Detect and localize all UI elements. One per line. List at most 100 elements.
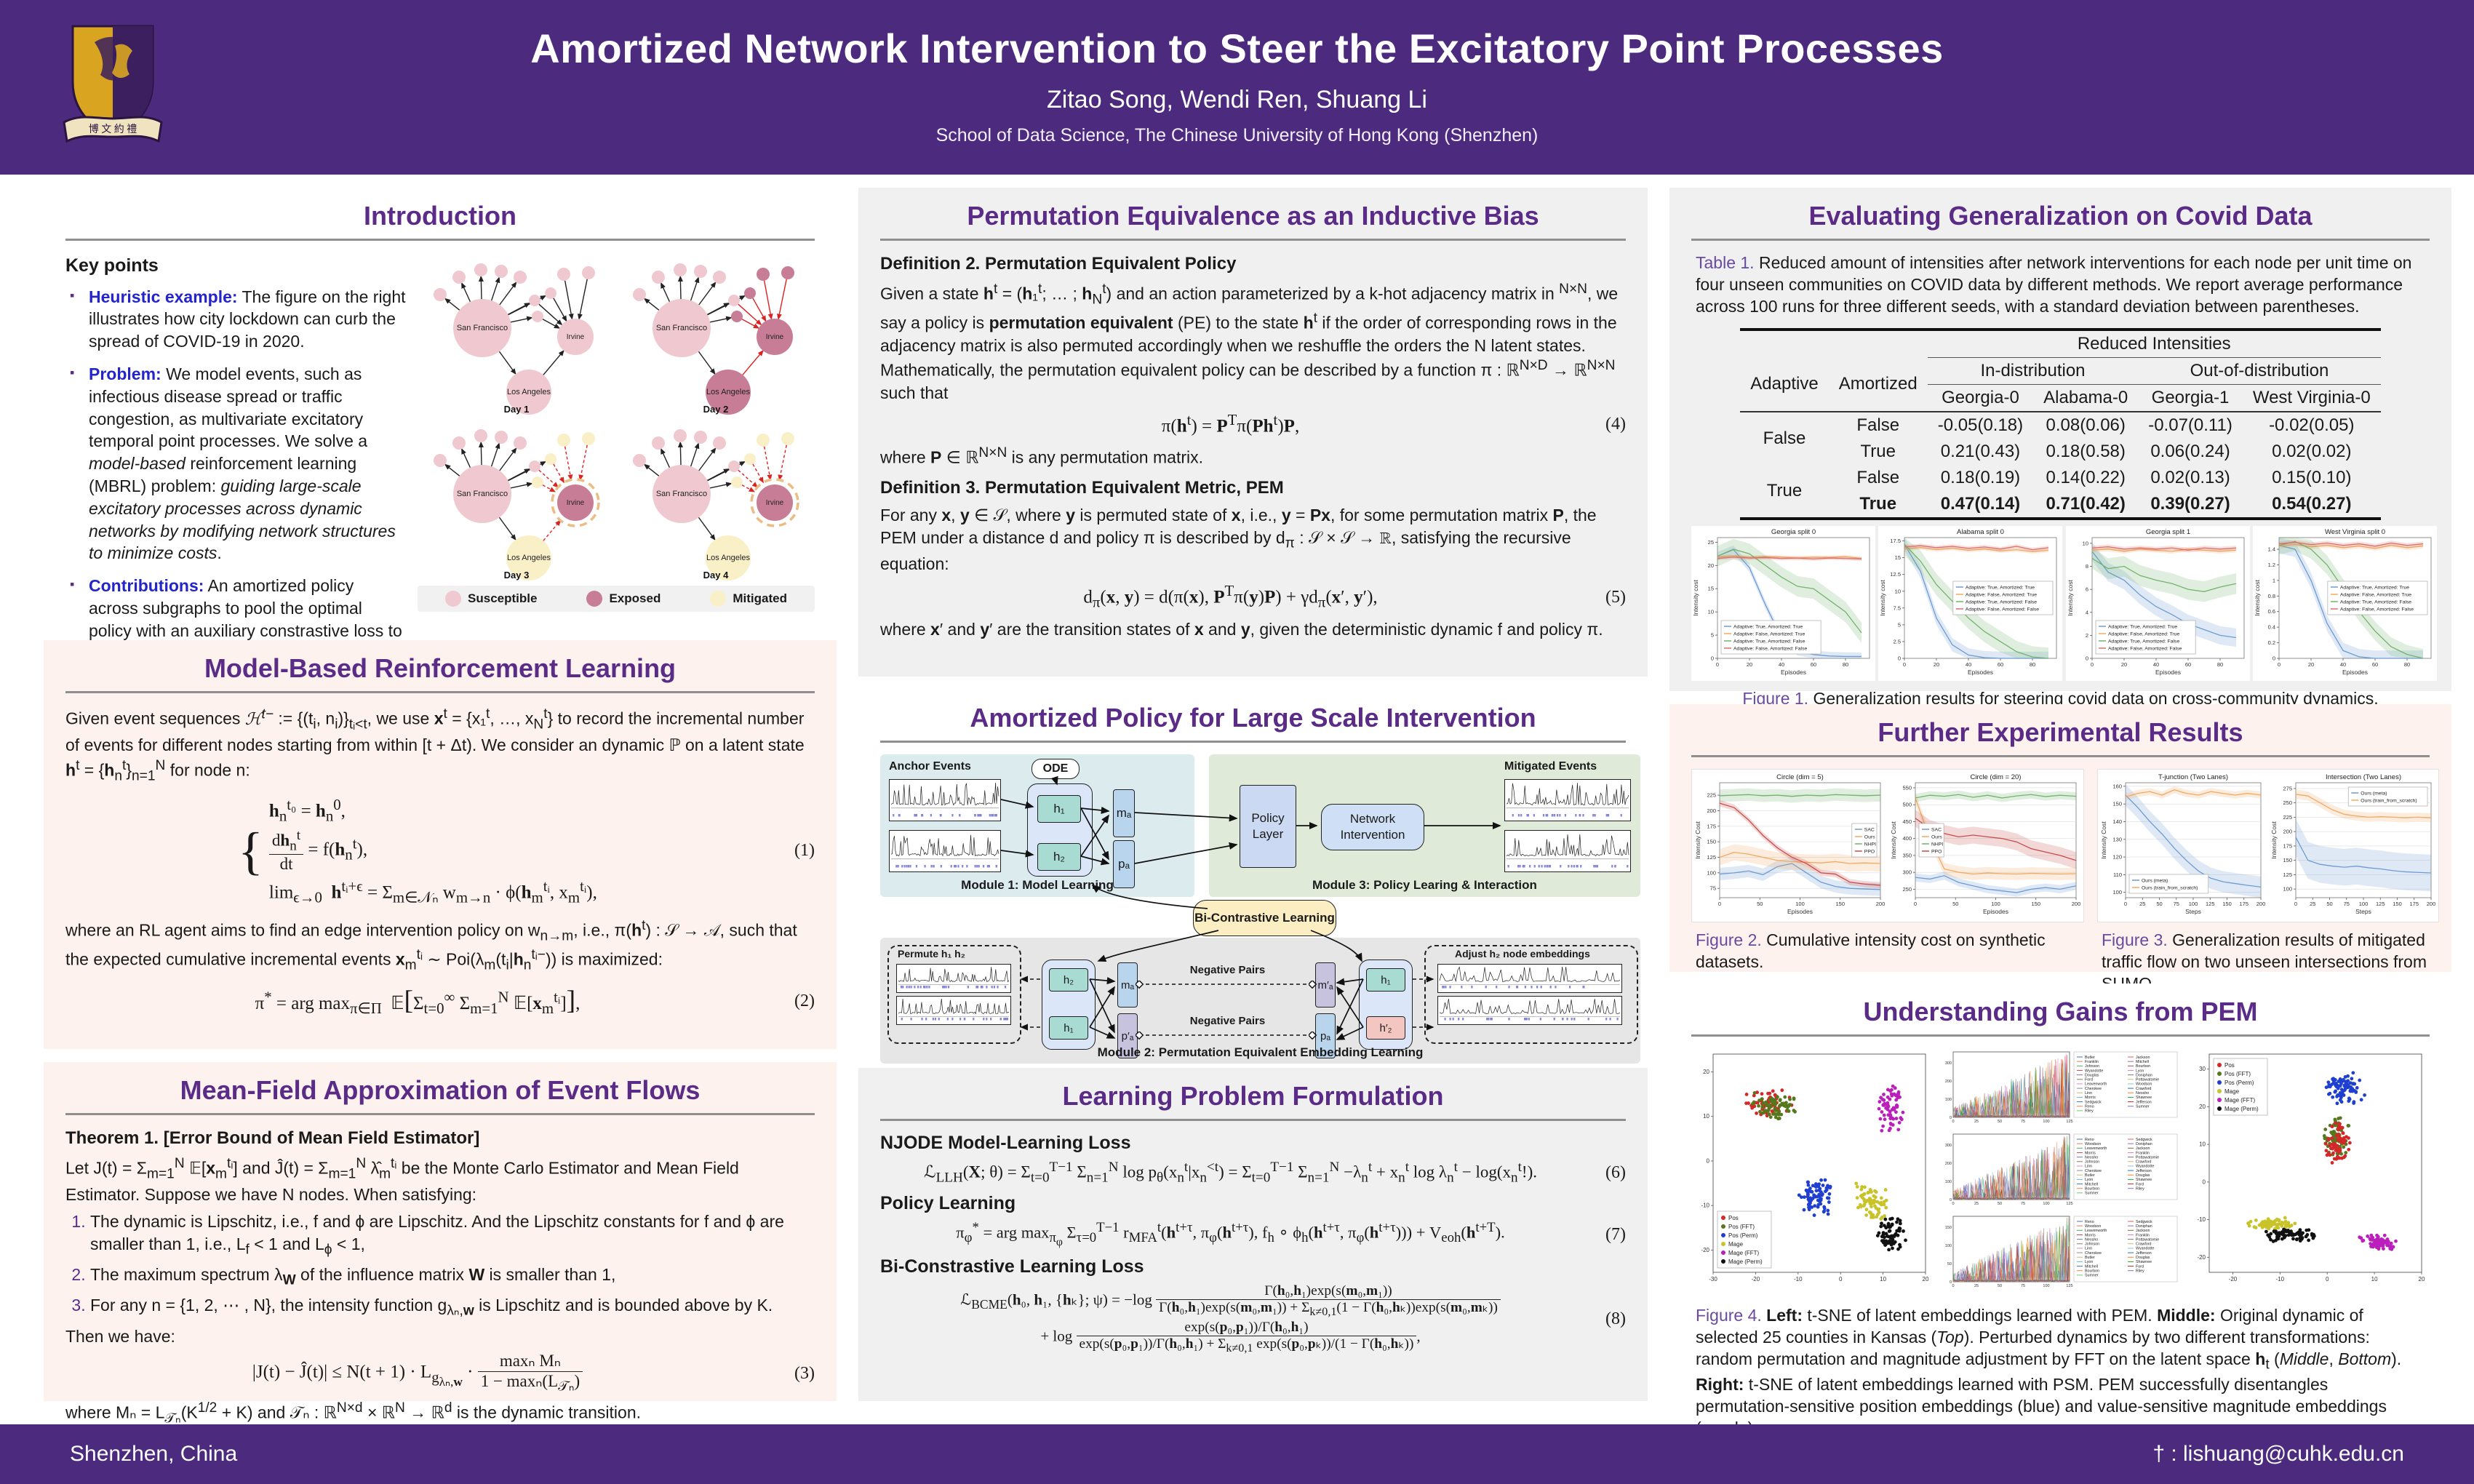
svg-text:Pottawatomie: Pottawatomie: [2136, 1237, 2159, 1242]
h1-box: h₁: [1366, 968, 1405, 992]
figure3-label: Figure 3.: [2102, 930, 2168, 949]
svg-text:-20: -20: [1752, 1276, 1760, 1282]
negative-pairs-label: Negative Pairs: [1189, 964, 1266, 976]
table-header-cell: Adaptive: [1750, 373, 1819, 394]
intro-figure: San Francisco Irvine Los Angeles Day 1 San …: [418, 252, 815, 698]
h2-box: h₂: [1049, 968, 1088, 992]
network-svg: San Francisco Irvine Los Angeles Day 4: [633, 429, 799, 581]
table-row: False False -0.05(0.18) 0.08(0.06) -0.07…: [1740, 412, 2380, 448]
svg-text:Reno: Reno: [2085, 1138, 2094, 1142]
svg-text:100: 100: [2043, 1202, 2049, 1206]
svg-text:50: 50: [1998, 1120, 2002, 1124]
table-cell: 0.47(0.14): [1940, 493, 2021, 514]
svg-text:Reno: Reno: [2085, 1220, 2094, 1224]
h2-box: h₂: [1037, 843, 1081, 871]
svg-text:Jefferson: Jefferson: [2136, 1100, 2152, 1104]
section-learning: Learning Problem Formulation NJODE Model…: [858, 1068, 1648, 1401]
event-plot-thumbnail: [889, 779, 1001, 821]
svg-text:175: 175: [1707, 823, 1716, 829]
header: 博 文 約 禮 Amortized Network Intervention t…: [0, 0, 2474, 175]
svg-text:275: 275: [2283, 785, 2293, 791]
chart-canvas: 250 300 350 400 450 500 550 0 50 100 150 200 Circle …: [1890, 773, 2080, 915]
svg-text:200: 200: [1707, 807, 1716, 814]
svg-text:0: 0: [1903, 661, 1906, 668]
svg-text:Leavenworth: Leavenworth: [2085, 1082, 2107, 1087]
legend-item: Exposed: [586, 591, 661, 607]
svg-text:1.2: 1.2: [2268, 562, 2275, 568]
svg-text:20: 20: [2308, 661, 2314, 668]
mitigated-events-label: Mitigated Events: [1504, 760, 1597, 773]
svg-text:Adaptive: True, Amortized: Fal: Adaptive: True, Amortized: False: [1966, 599, 2037, 605]
svg-text:-20: -20: [2197, 1254, 2206, 1261]
pa-box: pₐ: [1315, 1013, 1336, 1058]
svg-text:Crawford: Crawford: [2136, 1242, 2152, 1247]
chart-canvas: -20 -10 0 10 20 30 -20 -10 0 10 20 Pos Pos (FFT) Pos …: [2197, 1053, 2425, 1282]
svg-text:Los Angeles: Los Angeles: [706, 388, 750, 396]
table-column-header: West Virginia-0: [2252, 387, 2371, 407]
svg-text:15: 15: [1708, 585, 1714, 591]
svg-text:Sumner: Sumner: [2136, 1104, 2150, 1109]
svg-text:5: 5: [1711, 631, 1714, 638]
legend-item: Mitigated: [710, 591, 787, 607]
network-diagram-day4: San Francisco Irvine Los Angeles Day 4: [617, 418, 815, 583]
table-cell: 0.18(0.58): [2046, 441, 2126, 461]
network-svg: San Francisco Irvine Los Angeles Day 1: [434, 263, 595, 415]
svg-text:Pos: Pos: [2224, 1062, 2235, 1069]
section-permutation: Permutation Equivalence as an Inductive …: [858, 188, 1648, 677]
svg-text:Adaptive: False, Amortized: Tr: Adaptive: False, Amortized: True: [2340, 592, 2411, 597]
svg-text:6: 6: [2086, 586, 2088, 592]
svg-text:PPO: PPO: [1931, 849, 1942, 854]
svg-text:10: 10: [1703, 1113, 1709, 1120]
svg-text:Intensity cost: Intensity cost: [2254, 579, 2261, 615]
svg-text:Riley: Riley: [2085, 1109, 2094, 1114]
svg-text:Shawnee: Shawnee: [2136, 1096, 2152, 1100]
svg-text:Riley: Riley: [2136, 1186, 2144, 1191]
svg-text:Adaptive: True, Amortized: Fal: Adaptive: True, Amortized: False: [2108, 639, 2179, 644]
figure2-label: Figure 2.: [1696, 930, 1762, 949]
svg-text:0: 0: [1839, 1276, 1843, 1282]
svg-text:200: 200: [2427, 901, 2436, 907]
table-cell: 0.08(0.06): [2046, 415, 2126, 435]
fig4-tsne-right: -20 -10 0 10 20 30 -20 -10 0 10 20 Pos Pos (FFT) Pos …: [2187, 1048, 2427, 1292]
svg-text:30: 30: [2199, 1066, 2206, 1072]
table-cell: True: [1859, 493, 1897, 514]
njode-loss-heading: NJODE Model-Learning Loss: [880, 1133, 1131, 1153]
svg-text:Ford: Ford: [2136, 1182, 2144, 1186]
network-svg: San Francisco Irvine Los Angeles Day 2: [633, 263, 794, 415]
svg-text:100: 100: [1945, 1098, 1952, 1102]
svg-text:125: 125: [2283, 871, 2293, 878]
svg-text:Neosho: Neosho: [2085, 1155, 2098, 1160]
table-column-header: Georgia-1: [2151, 387, 2230, 407]
svg-text:225: 225: [2283, 814, 2293, 821]
svg-text:Intensity cost: Intensity cost: [1692, 579, 1699, 615]
poster-title: Amortized Network Intervention to Steer …: [530, 25, 1944, 71]
definition3-heading: Definition 3. Permutation Equivalent Met…: [880, 477, 1284, 498]
svg-text:Neosho: Neosho: [2136, 1091, 2149, 1096]
architecture-diagram: Anchor Events ODE h₁ h₂ mₐ pₐ Module 1: …: [880, 754, 1640, 1064]
svg-text:Jackson: Jackson: [2136, 1056, 2150, 1060]
svg-text:200: 200: [1945, 1162, 1952, 1166]
chart-canvas: 0 5 10 15 20 25 0 20 40 60 80 Georgia split 0 Episod…: [1692, 528, 1870, 676]
svg-text:10: 10: [1708, 608, 1714, 615]
table-cell: False: [1856, 467, 1900, 487]
svg-text:125: 125: [1707, 854, 1716, 861]
figure4-caption: Figure 4. Left: t-SNE of latent embeddin…: [1696, 1306, 2402, 1437]
svg-text:Pos (Perm): Pos (Perm): [2224, 1080, 2254, 1086]
divider: [65, 691, 815, 693]
svg-text:20: 20: [2419, 1276, 2425, 1282]
svg-text:Day 4: Day 4: [703, 570, 729, 581]
svg-text:Franklin: Franklin: [2136, 1151, 2150, 1155]
svg-text:0: 0: [2326, 1276, 2329, 1282]
svg-text:5: 5: [1898, 621, 1901, 628]
anchor-events-label: Anchor Events: [889, 760, 971, 773]
svg-text:125: 125: [2066, 1202, 2072, 1206]
svg-text:100: 100: [1707, 869, 1716, 876]
svg-text:-20: -20: [2229, 1276, 2238, 1282]
exposed-dot-icon: [586, 591, 603, 607]
table-header-cell: [1829, 330, 1928, 358]
table-header-cell: Amortized: [1838, 373, 1918, 394]
svg-text:40: 40: [2340, 661, 2346, 668]
ppa-box: p′ₐ: [1117, 1013, 1138, 1058]
svg-text:Episodes: Episodes: [1781, 669, 1806, 676]
svg-text:-10: -10: [1794, 1276, 1803, 1282]
